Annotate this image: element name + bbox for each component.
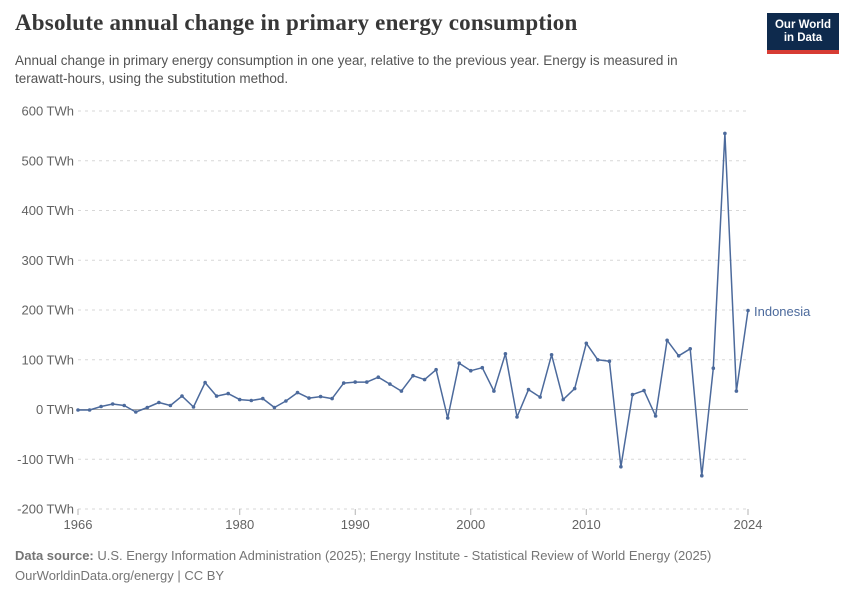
- data-point: [157, 400, 161, 405]
- y-tick-label: 100 TWh: [21, 352, 74, 367]
- subtitle-line-2: terawatt-hours, using the substitution m…: [15, 71, 289, 86]
- data-point: [191, 405, 196, 409]
- data-point: [168, 403, 173, 408]
- data-point: [388, 382, 392, 386]
- data-point: [572, 386, 577, 391]
- data-point: [341, 381, 346, 385]
- data-point: [110, 402, 115, 406]
- logo-line-2: in Data: [783, 32, 823, 44]
- data-point: [422, 377, 427, 382]
- subtitle-line-1: Annual change in primary energy consumpt…: [15, 53, 678, 68]
- data-point: [503, 352, 508, 356]
- data-point: [272, 405, 277, 410]
- owid-link-line[interactable]: OurWorldinData.org/energy | CC BY: [15, 568, 225, 583]
- y-tick-label: 0 TWh: [36, 402, 74, 417]
- data-point: [665, 338, 669, 343]
- x-tick-label: 1966: [64, 517, 93, 532]
- data-source-text: U.S. Energy Information Administration (…: [93, 548, 712, 563]
- data-point: [480, 365, 485, 370]
- data-point: [723, 131, 727, 136]
- data-source-line: Data source: U.S. Energy Information Adm…: [15, 546, 815, 566]
- data-point: [295, 390, 300, 395]
- data-point: [249, 398, 254, 403]
- data-point: [214, 394, 219, 398]
- data-point: [515, 415, 519, 419]
- y-tick-label: 600 TWh: [21, 104, 74, 119]
- x-tick-label: 1990: [341, 517, 370, 532]
- data-point: [284, 399, 288, 403]
- data-point: [318, 394, 323, 399]
- data-point: [746, 308, 750, 313]
- data-point: [653, 414, 658, 418]
- y-tick-label: 200 TWh: [21, 303, 74, 318]
- data-point: [353, 380, 358, 384]
- data-point: [538, 395, 542, 399]
- data-point: [469, 368, 473, 373]
- y-tick-label: -200 TWh: [17, 502, 74, 517]
- data-point: [688, 347, 692, 351]
- series-label: Indonesia: [754, 304, 811, 319]
- data-point: [549, 353, 554, 357]
- data-point: [134, 410, 138, 414]
- data-point: [596, 358, 600, 362]
- x-tick-label: 1980: [225, 517, 254, 532]
- data-point: [711, 366, 716, 371]
- data-point: [122, 403, 126, 408]
- data-point: [492, 389, 496, 393]
- data-point: [411, 373, 415, 378]
- x-tick-label: 2024: [734, 517, 763, 532]
- data-point: [203, 380, 207, 385]
- logo-line-1: Our World: [774, 19, 831, 31]
- data-point: [630, 392, 635, 397]
- chart-subtitle: Annual change in primary energy consumpt…: [15, 52, 760, 88]
- data-point: [180, 394, 184, 398]
- data-point: [607, 359, 612, 364]
- data-source-label: Data source:: [15, 548, 94, 563]
- x-tick-label: 2000: [456, 517, 485, 532]
- data-line: [77, 132, 749, 477]
- data-point: [434, 367, 438, 372]
- data-point: [261, 396, 265, 401]
- y-tick-label: 300 TWh: [21, 253, 74, 268]
- x-tick-label: 2010: [572, 517, 601, 532]
- data-point: [87, 408, 92, 412]
- data-point: [307, 396, 311, 400]
- data-point: [445, 416, 450, 420]
- data-point: [226, 391, 230, 396]
- y-tick-label: -100 TWh: [17, 452, 74, 467]
- data-point: [376, 375, 381, 380]
- data-point: [145, 405, 150, 410]
- data-point: [237, 397, 242, 402]
- data-point: [330, 396, 334, 401]
- data-point: [676, 354, 681, 358]
- data-point: [561, 397, 565, 402]
- data-point: [365, 380, 369, 384]
- page-title: Absolute annual change in primary energy…: [15, 10, 578, 35]
- data-point: [700, 473, 704, 478]
- data-point: [584, 341, 589, 346]
- y-tick-label: 500 TWh: [21, 153, 74, 168]
- data-point: [642, 388, 646, 393]
- chart-footer: Data source: U.S. Energy Information Adm…: [15, 546, 815, 586]
- data-point: [76, 408, 80, 412]
- data-point: [457, 361, 462, 366]
- owid-logo[interactable]: Our World in Data: [766, 13, 839, 54]
- y-tick-label: 400 TWh: [21, 203, 74, 218]
- data-point: [734, 389, 739, 393]
- data-point: [526, 387, 531, 392]
- data-point: [399, 389, 404, 393]
- data-point: [619, 464, 623, 469]
- data-point: [99, 404, 103, 409]
